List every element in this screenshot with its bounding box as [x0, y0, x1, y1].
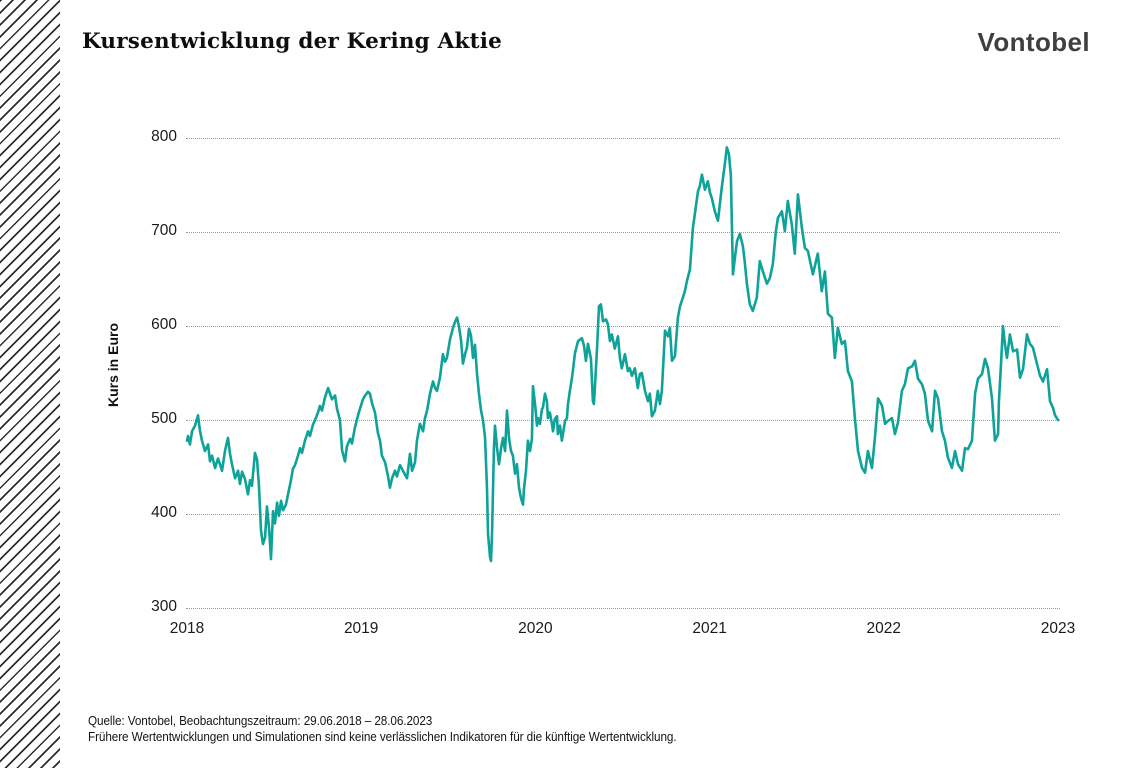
- price-line-path: [187, 147, 1058, 561]
- source-note: Quelle: Vontobel, Beobachtungszeitraum: …: [88, 714, 677, 745]
- x-tick-label-2020: 2020: [518, 620, 553, 637]
- gridline-500: [186, 419, 1060, 421]
- page-title: Kursentwicklung der Kering Aktie: [82, 29, 502, 54]
- plot-svg: [187, 138, 1058, 608]
- source-line: Quelle: Vontobel, Beobachtungszeitraum: …: [88, 714, 433, 728]
- y-tick-label-300: 300: [151, 598, 177, 615]
- y-axis-title: Kurs in Euro: [105, 322, 121, 408]
- y-tick-label-700: 700: [151, 222, 177, 239]
- y-tick-label-800: 800: [151, 128, 177, 145]
- gridline-700: [186, 231, 1060, 233]
- y-tick-label-600: 600: [151, 316, 177, 333]
- x-tick-label-2018: 2018: [169, 620, 205, 637]
- gridline-600: [186, 325, 1060, 327]
- gridline-400: [186, 513, 1060, 515]
- gridline-300: [186, 607, 1060, 609]
- vontobel-logo: Vontobel: [977, 27, 1090, 57]
- x-tick-label-2023: 2023: [1040, 620, 1076, 637]
- x-tick-label-2022: 2022: [866, 620, 902, 637]
- y-tick-label-400: 400: [151, 504, 177, 521]
- disclaimer-line: Frühere Wertentwicklungen und Simulation…: [88, 729, 677, 744]
- x-tick-label-2021: 2021: [692, 620, 727, 637]
- gridline-800: [186, 137, 1060, 139]
- x-tick-label-2019: 2019: [343, 620, 379, 637]
- y-tick-label-500: 500: [151, 410, 177, 427]
- decorative-diagonal-stripes: [0, 0, 60, 768]
